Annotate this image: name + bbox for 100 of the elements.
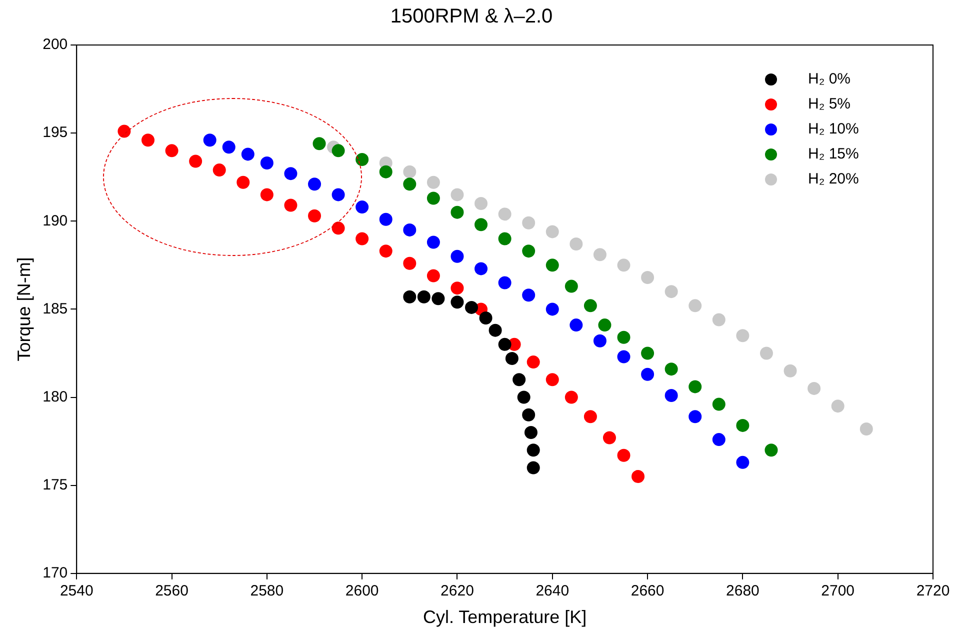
y-tick-label: 195 <box>42 124 68 142</box>
point <box>564 390 578 404</box>
point <box>236 176 250 189</box>
point <box>831 400 844 413</box>
point <box>284 198 298 212</box>
point <box>450 282 464 295</box>
point <box>522 288 536 302</box>
point <box>332 188 345 202</box>
point <box>593 248 606 262</box>
x-tick-label: 2580 <box>250 582 284 600</box>
point <box>808 382 821 395</box>
point <box>403 256 416 270</box>
x-tick-label: 2620 <box>440 582 474 600</box>
point <box>312 137 326 150</box>
point <box>474 218 488 232</box>
point <box>498 208 512 221</box>
point <box>426 192 440 205</box>
y-tick-label: 185 <box>42 300 68 318</box>
point <box>474 197 488 210</box>
point <box>450 250 464 263</box>
legend-label: H₂ 10% <box>808 120 859 138</box>
point <box>241 148 254 161</box>
point <box>426 236 440 249</box>
point <box>284 167 298 180</box>
point <box>764 444 778 457</box>
x-tick-label: 2680 <box>726 582 760 600</box>
point <box>526 461 540 474</box>
point <box>570 238 583 251</box>
point <box>465 300 478 314</box>
point <box>450 188 464 202</box>
y-tick-label: 200 <box>42 36 68 54</box>
point <box>641 368 654 381</box>
point <box>505 352 518 366</box>
point <box>403 178 416 191</box>
point <box>498 276 512 290</box>
point <box>498 232 512 246</box>
point <box>664 285 678 298</box>
point <box>546 225 559 238</box>
point <box>522 408 536 422</box>
point <box>736 329 750 342</box>
point <box>522 244 536 258</box>
point <box>308 209 322 222</box>
point <box>688 410 702 424</box>
point <box>712 433 726 446</box>
point <box>498 338 512 351</box>
point <box>526 444 540 457</box>
point <box>736 456 750 469</box>
point <box>403 165 416 178</box>
x-tick-label: 2720 <box>916 582 950 600</box>
x-axis-title: Cyl. Temperature [K] <box>422 607 587 628</box>
point <box>512 373 526 386</box>
legend-label: H₂ 20% <box>808 170 859 188</box>
point <box>593 334 606 348</box>
point <box>688 299 702 312</box>
point <box>860 422 873 436</box>
point <box>617 350 630 364</box>
point <box>203 134 216 147</box>
point <box>356 152 369 166</box>
point <box>141 134 154 147</box>
legend-label: H₂ 15% <box>808 146 859 163</box>
point <box>212 164 226 177</box>
point <box>546 373 559 386</box>
point <box>426 176 440 189</box>
point <box>332 144 345 158</box>
point <box>546 258 559 272</box>
y-axis-title: Torque [N-m] <box>14 257 34 362</box>
point <box>736 418 750 432</box>
point <box>379 244 392 258</box>
point <box>479 312 492 325</box>
point <box>488 324 502 337</box>
x-tick-label: 2640 <box>536 582 570 600</box>
point <box>189 154 202 168</box>
point <box>760 346 773 360</box>
point <box>570 318 583 332</box>
y-tick-label: 175 <box>42 476 68 494</box>
point <box>403 290 416 304</box>
y-tick-label: 170 <box>42 564 68 582</box>
point <box>522 216 536 230</box>
point <box>598 318 612 332</box>
point <box>308 178 322 191</box>
legend-label: H₂ 0% <box>808 70 851 88</box>
point <box>664 389 678 402</box>
point <box>584 299 597 312</box>
y-tick-label: 180 <box>42 388 68 406</box>
point <box>222 140 236 154</box>
point <box>417 290 430 304</box>
x-tick-label: 2560 <box>155 582 188 600</box>
point <box>664 362 678 376</box>
point <box>712 398 726 411</box>
point <box>260 188 274 202</box>
point <box>379 165 392 178</box>
point <box>260 156 274 170</box>
point <box>450 206 464 219</box>
point <box>584 410 597 424</box>
x-tick-label: 2540 <box>60 582 94 600</box>
y-tick-label: 190 <box>42 212 68 230</box>
point <box>641 270 654 284</box>
point <box>450 296 464 309</box>
point <box>602 431 616 444</box>
point <box>524 426 538 439</box>
